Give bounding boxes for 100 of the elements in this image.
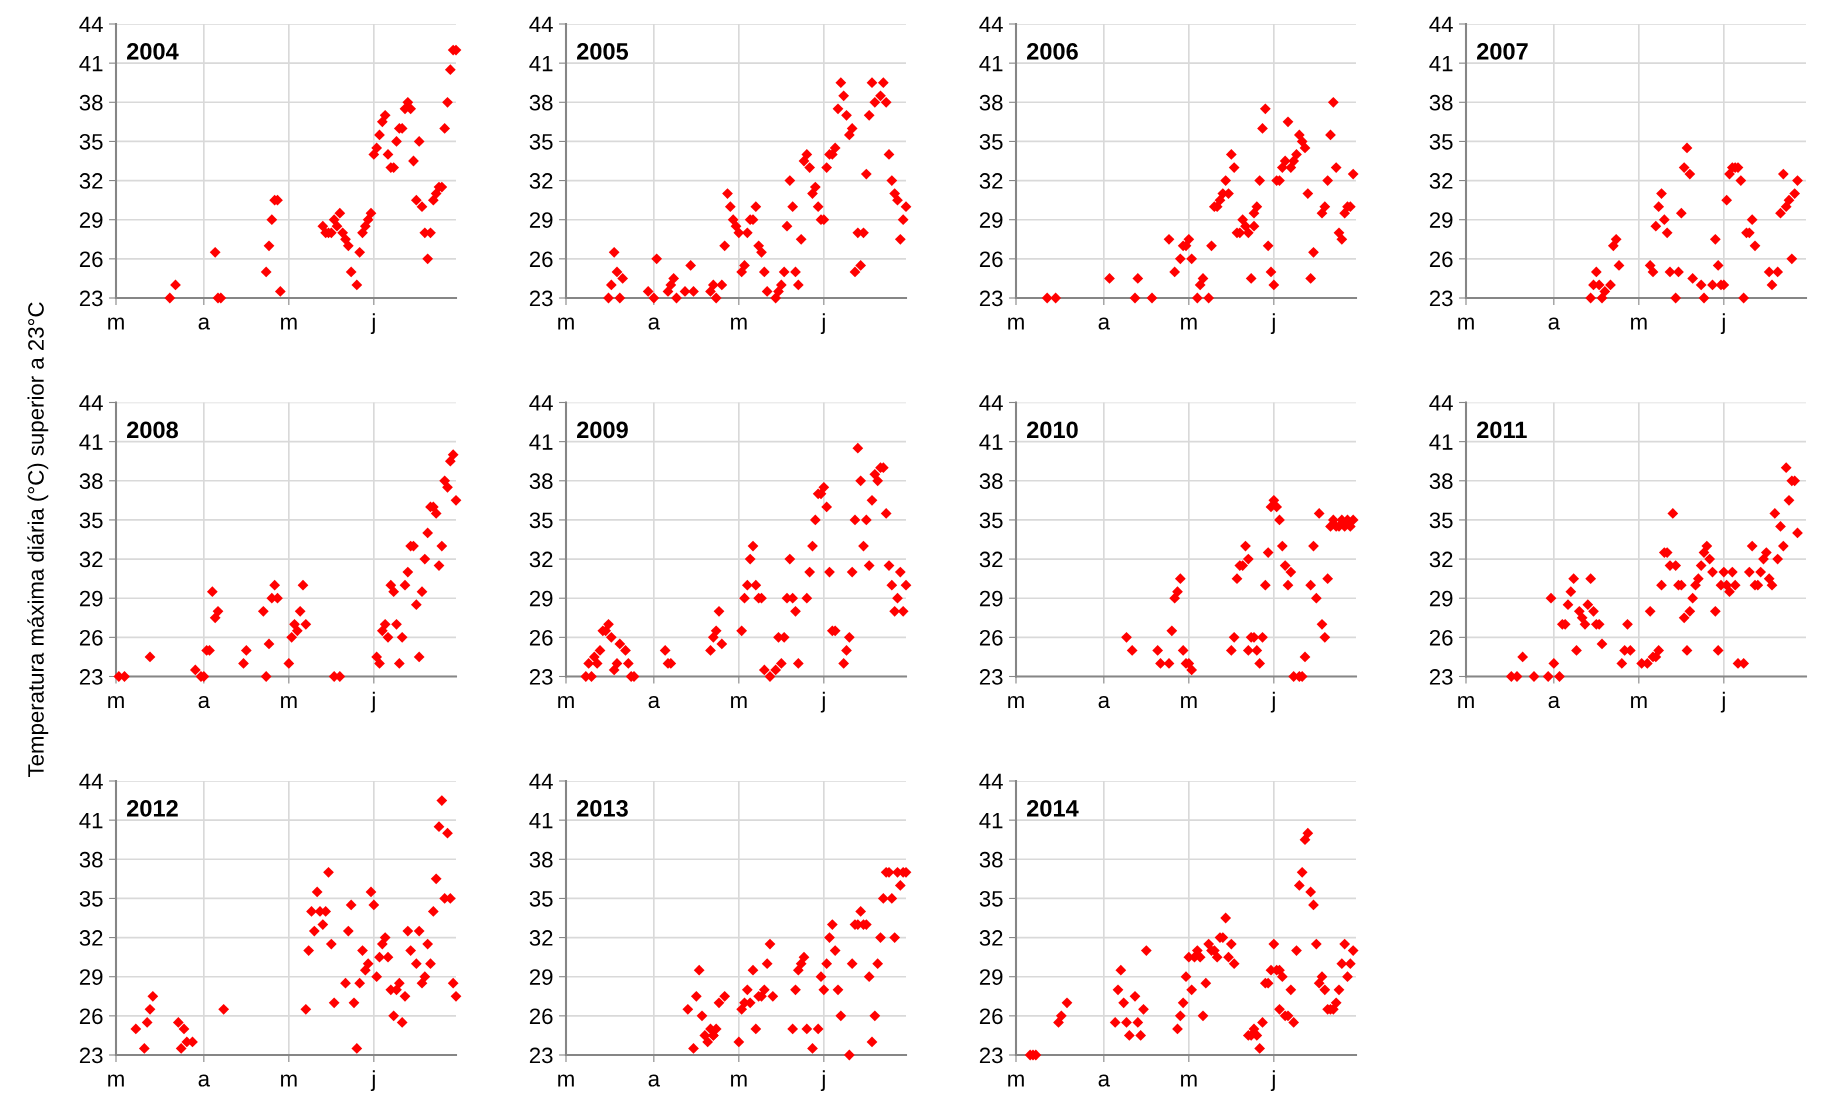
x-tick-label: m (1631, 317, 1647, 330)
y-tick-label: 41 (1429, 434, 1453, 450)
y-tick-label: 38 (979, 851, 1003, 868)
x-tick-label: m (1008, 1074, 1024, 1087)
x-tick-label: j (370, 1070, 375, 1091)
y-tick-label: 41 (979, 434, 1003, 450)
y-tick-label: 26 (529, 1008, 553, 1025)
x-tick-label: a (648, 695, 661, 709)
x-tick-label: a (1098, 317, 1111, 330)
x-tick-label: m (1458, 317, 1474, 330)
y-tick-label: 26 (979, 1008, 1003, 1025)
text: 2005 (577, 43, 629, 60)
y-tick-label: 35 (529, 512, 553, 529)
x-tick-label: m (731, 1074, 747, 1087)
y-tick-label: 41 (79, 812, 103, 829)
x-tick-label: m (108, 317, 124, 330)
y-tick-label: 29 (79, 590, 103, 607)
y-tick-label: 35 (1429, 133, 1453, 150)
text: 2006 (1027, 43, 1078, 60)
y-tick-label: 32 (529, 930, 553, 946)
y-tick-label: 41 (79, 434, 103, 450)
y-tick-label: 26 (79, 629, 103, 646)
x-tick-label: m (731, 317, 747, 330)
y-tick-label: 23 (979, 1047, 1003, 1064)
y-tick-label: 23 (979, 290, 1003, 307)
y-tick-label: 35 (979, 133, 1003, 150)
x-tick-label: m (1181, 695, 1197, 708)
y-tick-label: 44 (529, 773, 553, 790)
x-tick-label: j (1720, 313, 1725, 334)
x-tick-label: m (1008, 317, 1024, 330)
text: 2007 (1477, 43, 1528, 60)
y-tick-label: 32 (1429, 551, 1453, 568)
y-tick-label: 35 (529, 890, 553, 907)
x-tick-label: a (648, 317, 661, 330)
y-tick-label: 26 (979, 629, 1003, 646)
y-tick-label: 41 (529, 55, 553, 72)
y-tick-label: 35 (529, 133, 553, 150)
y-tick-label: 44 (79, 773, 103, 790)
y-tick-label: 32 (529, 173, 553, 189)
y-tick-label: 29 (979, 212, 1003, 228)
y-tick-label: 41 (529, 434, 553, 450)
x-tick-label: a (1098, 695, 1111, 709)
y-tick-label: 41 (979, 55, 1003, 72)
y-tick-label: 44 (529, 395, 553, 411)
y-tick-label: 44 (979, 395, 1003, 411)
y-tick-label: 32 (529, 551, 553, 568)
y-tick-label: 32 (79, 930, 103, 946)
y-tick-label: 23 (79, 290, 103, 307)
x-tick-label: m (108, 695, 124, 708)
y-tick-label: 29 (529, 969, 553, 985)
y-tick-label: 44 (979, 773, 1003, 790)
x-tick-label: j (370, 313, 375, 334)
y-tick-label: 35 (79, 512, 103, 529)
text: 2014 (1027, 800, 1079, 817)
x-tick-label: m (281, 1074, 297, 1087)
y-tick-label: 41 (1429, 55, 1453, 72)
y-tick-label: 32 (79, 551, 103, 568)
x-tick-label: m (1008, 695, 1024, 708)
x-tick-label: m (558, 317, 574, 330)
x-tick-label: a (198, 695, 211, 709)
y-tick-label: 44 (529, 16, 553, 33)
y-tick-label: 26 (529, 251, 553, 268)
y-tick-label: 23 (79, 1047, 103, 1064)
x-tick-label: a (198, 1074, 211, 1087)
y-tick-label: 44 (79, 16, 103, 33)
y-tick-label: 23 (529, 669, 553, 685)
y-tick-label: 26 (79, 1008, 103, 1025)
y-tick-label: 23 (529, 290, 553, 307)
y-tick-label: 23 (79, 669, 103, 685)
x-tick-label: a (648, 1074, 661, 1087)
y-tick-label: 23 (1429, 669, 1453, 685)
y-tick-label: 32 (979, 551, 1003, 568)
y-tick-label: 35 (979, 890, 1003, 907)
y-tick-label: 44 (979, 16, 1003, 33)
y-tick-label: 29 (979, 590, 1003, 607)
y-tick-label: 38 (79, 94, 103, 111)
x-tick-label: m (281, 695, 297, 708)
text: 2004 (127, 43, 179, 60)
y-tick-label: 44 (79, 395, 103, 411)
x-tick-label: m (1631, 695, 1647, 708)
y-tick-label: 35 (79, 133, 103, 150)
y-tick-label: 38 (79, 851, 103, 868)
y-tick-label: 44 (1429, 395, 1453, 411)
y-tick-label: 29 (529, 590, 553, 607)
x-tick-label: j (820, 691, 825, 713)
y-tick-label: 29 (1429, 212, 1453, 228)
y-tick-label: 38 (79, 473, 103, 490)
x-tick-label: m (108, 1074, 124, 1087)
x-tick-label: m (281, 317, 297, 330)
y-tick-label: 26 (529, 629, 553, 646)
y-tick-label: 26 (79, 251, 103, 268)
x-tick-label: m (731, 695, 747, 708)
x-tick-label: m (1181, 317, 1197, 330)
x-tick-label: m (1458, 695, 1474, 708)
y-tick-label: 29 (79, 212, 103, 228)
x-tick-label: a (1548, 695, 1561, 709)
y-tick-label: 23 (1429, 290, 1453, 307)
x-tick-label: m (1181, 1074, 1197, 1087)
y-tick-label: 29 (529, 212, 553, 228)
x-tick-label: j (1270, 313, 1275, 334)
